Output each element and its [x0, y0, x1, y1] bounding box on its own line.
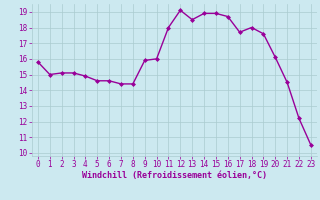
- X-axis label: Windchill (Refroidissement éolien,°C): Windchill (Refroidissement éolien,°C): [82, 171, 267, 180]
